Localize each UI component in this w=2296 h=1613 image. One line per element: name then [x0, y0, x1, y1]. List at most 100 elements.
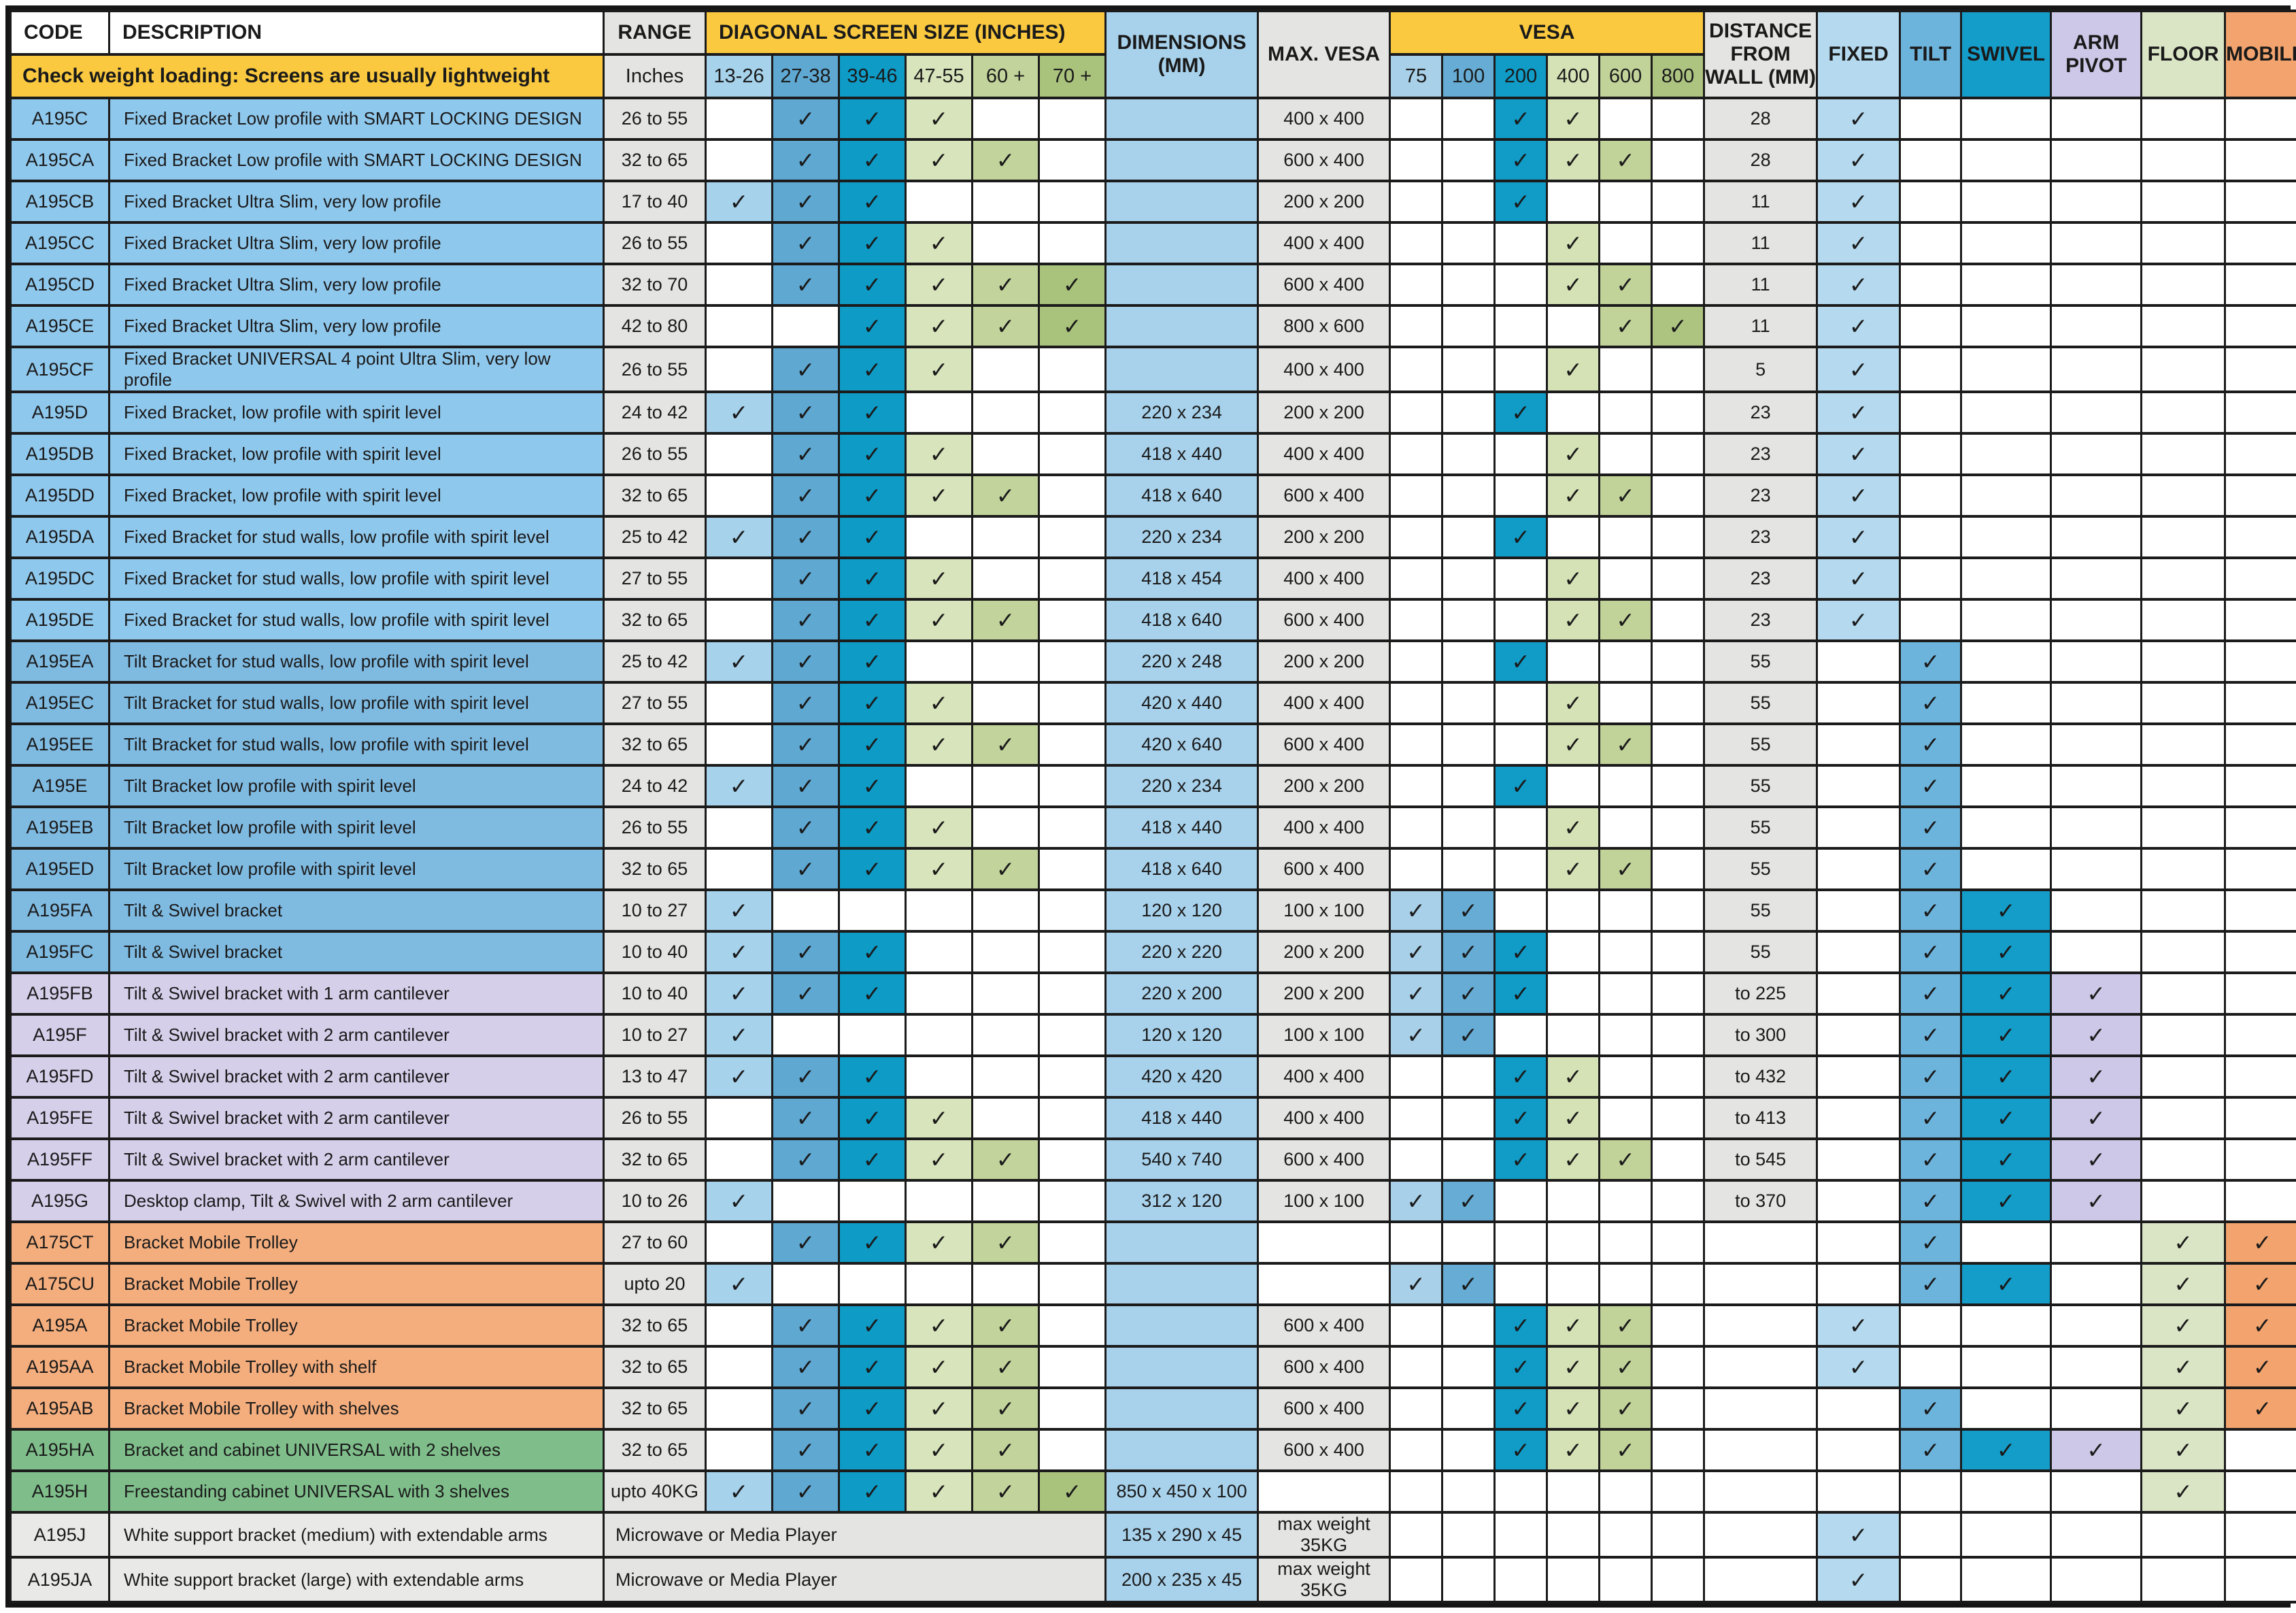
cell-swivel [1961, 641, 2051, 682]
cell-distance: to 545 [1704, 1139, 1817, 1180]
cell-screen-60 +: ✓ [973, 139, 1039, 181]
check-icon: ✓ [1616, 731, 1635, 758]
cell-vesa-75: ✓ [1390, 1263, 1442, 1305]
cell-screen-27-38: ✓ [773, 1429, 839, 1471]
check-icon: ✓ [996, 1312, 1015, 1339]
cell-range: 32 to 65 [604, 1429, 706, 1471]
cell-arm-pivot [2051, 392, 2142, 433]
cell-screen-27-38: ✓ [773, 931, 839, 973]
cell-vesa-100: ✓ [1442, 1014, 1495, 1056]
check-icon: ✓ [863, 356, 882, 383]
cell-tilt [1900, 516, 1961, 558]
check-icon: ✓ [1849, 313, 1868, 339]
cell-floor [2142, 392, 2225, 433]
cell-floor [2142, 1014, 2225, 1056]
cell-screen-13-26 [706, 1429, 773, 1471]
cell-vesa-75 [1390, 848, 1442, 890]
cell-distance: to 300 [1704, 1014, 1817, 1056]
check-icon: ✓ [2087, 1146, 2106, 1173]
cell-mobile: ✓ [2225, 1263, 2296, 1305]
cell-vesa-600: ✓ [1600, 1429, 1652, 1471]
cell-vesa-75 [1390, 1512, 1442, 1557]
cell-vesa-100 [1442, 516, 1495, 558]
cell-vesa-200 [1495, 1222, 1547, 1263]
cell-screen-70 + [1039, 1346, 1106, 1388]
cell-screen-60 +: ✓ [973, 1471, 1039, 1512]
cell-screen-70 + [1039, 1222, 1106, 1263]
check-icon: ✓ [796, 1105, 815, 1131]
check-icon: ✓ [2174, 1478, 2193, 1505]
cell-screen-47-55 [906, 641, 973, 682]
cell-vesa-200: ✓ [1495, 139, 1547, 181]
check-icon: ✓ [2087, 1437, 2106, 1463]
col-header-arm-pivot: ARM PIVOT [2051, 11, 2142, 98]
check-icon: ✓ [796, 648, 815, 675]
cell-fixed [1817, 641, 1900, 682]
cell-fixed: ✓ [1817, 516, 1900, 558]
cell-mobile [2225, 98, 2296, 139]
cell-fixed [1817, 890, 1900, 931]
cell-vesa-800 [1652, 724, 1704, 765]
cell-swivel [1961, 682, 2051, 724]
cell-screen-47-55: ✓ [906, 475, 973, 516]
check-icon: ✓ [1849, 524, 1868, 550]
cell-vesa-100 [1442, 765, 1495, 807]
cell-code: A195AA [11, 1346, 109, 1388]
check-icon: ✓ [1921, 1437, 1940, 1463]
cell-dimensions: 220 x 234 [1106, 392, 1258, 433]
check-icon: ✓ [2087, 1063, 2106, 1090]
check-icon: ✓ [1511, 1146, 1530, 1173]
cell-vesa-200 [1495, 848, 1547, 890]
cell-mobile [2225, 1056, 2296, 1097]
check-icon: ✓ [1616, 607, 1635, 633]
cell-swivel [1961, 1305, 2051, 1346]
cell-vesa-75 [1390, 1305, 1442, 1346]
cell-vesa-200: ✓ [1495, 931, 1547, 973]
cell-code: A175CT [11, 1222, 109, 1263]
cell-arm-pivot [2051, 641, 2142, 682]
check-icon: ✓ [1564, 814, 1583, 841]
cell-fixed [1817, 1097, 1900, 1139]
cell-screen-60 +: ✓ [973, 1388, 1039, 1429]
cell-swivel [1961, 181, 2051, 222]
cell-description: Bracket and cabinet UNIVERSAL with 2 she… [109, 1429, 604, 1471]
cell-description: Fixed Bracket Ultra Slim, very low profi… [109, 264, 604, 305]
cell-screen-47-55: ✓ [906, 347, 973, 392]
cell-vesa-600: ✓ [1600, 1346, 1652, 1388]
cell-dimensions [1106, 1429, 1258, 1471]
cell-vesa-200 [1495, 890, 1547, 931]
table-header: CODE DESCRIPTION RANGE DIAGONAL SCREEN S… [11, 11, 2296, 98]
cell-max-vesa: 400 x 400 [1258, 98, 1390, 139]
cell-screen-70 + [1039, 1056, 1106, 1097]
check-icon: ✓ [1921, 897, 1940, 924]
cell-vesa-800 [1652, 1557, 1704, 1602]
cell-screen-27-38: ✓ [773, 1346, 839, 1388]
check-icon: ✓ [2253, 1271, 2272, 1297]
subheader-vesa-200: 200 [1495, 54, 1547, 98]
cell-dimensions: 220 x 200 [1106, 973, 1258, 1014]
check-icon: ✓ [1921, 814, 1940, 841]
cell-max-vesa: 600 x 400 [1258, 475, 1390, 516]
subheader-screen-27-38: 27-38 [773, 54, 839, 98]
cell-vesa-75 [1390, 139, 1442, 181]
check-icon: ✓ [1616, 856, 1635, 882]
cell-screen-39-46: ✓ [839, 765, 906, 807]
cell-range: 24 to 42 [604, 765, 706, 807]
check-icon: ✓ [1849, 607, 1868, 633]
check-icon: ✓ [796, 230, 815, 256]
cell-swivel [1961, 516, 2051, 558]
cell-code: A195CA [11, 139, 109, 181]
cell-range: 10 to 27 [604, 890, 706, 931]
cell-code: A195FC [11, 931, 109, 973]
check-icon: ✓ [1849, 565, 1868, 592]
cell-screen-70 + [1039, 1429, 1106, 1471]
cell-screen-47-55: ✓ [906, 682, 973, 724]
cell-range: 32 to 65 [604, 1305, 706, 1346]
cell-floor [2142, 973, 2225, 1014]
cell-screen-13-26: ✓ [706, 1180, 773, 1222]
cell-vesa-600: ✓ [1600, 475, 1652, 516]
cell-range: 24 to 42 [604, 392, 706, 433]
